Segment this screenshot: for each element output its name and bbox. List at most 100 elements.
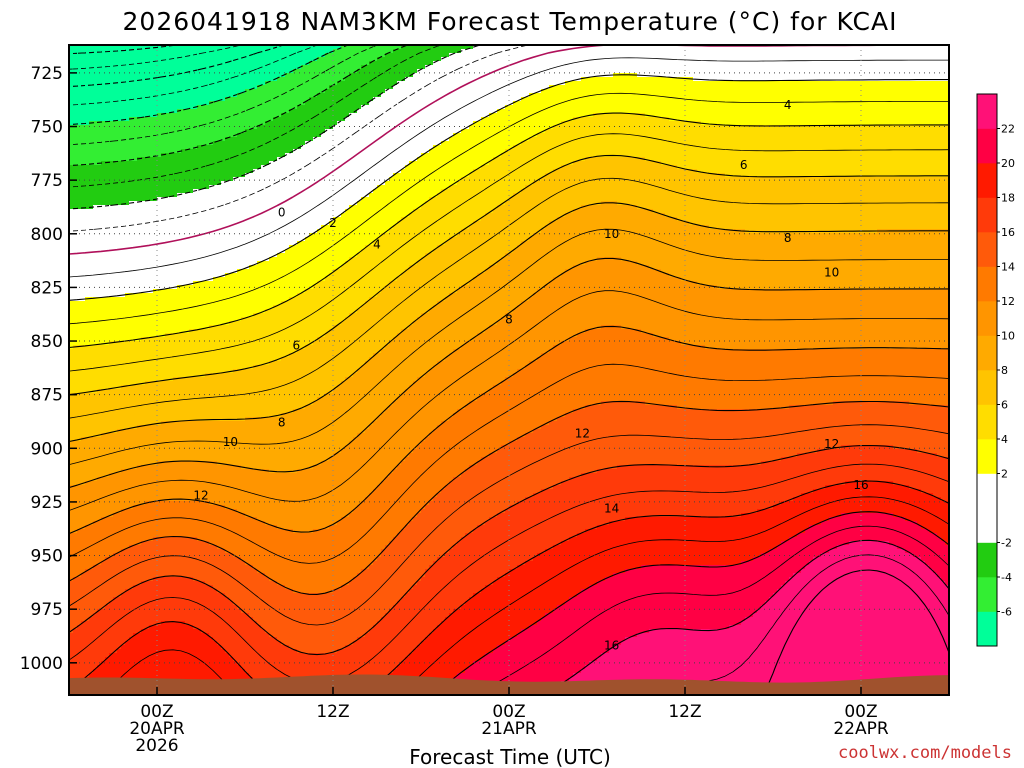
temperature-cell [829, 53, 834, 58]
temperature-cell [701, 113, 706, 118]
temperature-cell [829, 65, 834, 70]
temperature-cell [81, 89, 86, 94]
temperature-cell [769, 65, 774, 70]
temperature-cell [73, 77, 78, 82]
temperature-cell [281, 85, 286, 90]
temperature-cell [413, 61, 418, 66]
temperature-cell [469, 65, 474, 70]
temperature-cell [757, 81, 762, 86]
temperature-cell [113, 133, 118, 138]
temperature-cell [269, 85, 274, 90]
temperature-cell [541, 73, 546, 78]
temperature-cell [941, 97, 946, 102]
temperature-cell [377, 97, 382, 102]
temperature-cell [745, 65, 750, 70]
temperature-cell [845, 97, 850, 102]
temperature-cell [161, 89, 166, 94]
temperature-cell [605, 101, 610, 106]
temperature-cell [765, 105, 770, 110]
temperature-cell [753, 93, 758, 98]
temperature-cell [729, 109, 734, 114]
temperature-cell [121, 93, 126, 98]
temperature-cell [465, 89, 470, 94]
temperature-cell [585, 81, 590, 86]
temperature-cell [333, 65, 338, 70]
temperature-cell [777, 105, 782, 110]
temperature-cell [225, 109, 230, 114]
temperature-cell [185, 77, 190, 82]
temperature-cell [801, 121, 806, 126]
temperature-cell [833, 65, 838, 70]
temperature-cell [881, 125, 886, 130]
temperature-cell [677, 125, 682, 130]
temperature-cell [489, 97, 494, 102]
temperature-cell [829, 129, 834, 134]
temperature-cell [557, 117, 562, 122]
temperature-cell [393, 109, 398, 114]
temperature-cell [213, 61, 218, 66]
temperature-cell [317, 65, 322, 70]
temperature-cell [929, 65, 934, 70]
temperature-cell [589, 129, 594, 134]
temperature-cell [677, 85, 682, 90]
temperature-cell [141, 121, 146, 126]
temperature-cell [209, 129, 214, 134]
temperature-cell [385, 113, 390, 118]
temperature-cell [637, 105, 642, 110]
temperature-cell [805, 129, 810, 134]
temperature-cell [89, 113, 94, 118]
temperature-cell [441, 61, 446, 66]
temperature-cell [409, 81, 414, 86]
temperature-cell [413, 85, 418, 90]
temperature-cell [577, 57, 582, 62]
temperature-cell [225, 49, 230, 54]
temperature-cell [617, 113, 622, 118]
temperature-cell [533, 85, 538, 90]
temperature-cell [241, 121, 246, 126]
temperature-cell [313, 53, 318, 58]
temperature-cell [693, 121, 698, 126]
temperature-cell [157, 85, 162, 90]
temperature-cell [541, 113, 546, 118]
temperature-cell [169, 117, 174, 122]
temperature-cell [221, 109, 226, 114]
temperature-cell [645, 85, 650, 90]
temperature-cell [737, 93, 742, 98]
temperature-cell [725, 81, 730, 86]
temperature-cell [429, 53, 434, 58]
temperature-cell [929, 53, 934, 58]
temperature-cell [457, 73, 462, 78]
temperature-cell [81, 61, 86, 66]
temperature-cell [917, 65, 922, 70]
temperature-cell [597, 77, 602, 82]
temperature-cell [909, 85, 914, 90]
temperature-cell [201, 113, 206, 118]
temperature-cell [581, 81, 586, 86]
temperature-cell [917, 105, 922, 110]
temperature-cell [165, 101, 170, 106]
temperature-cell [445, 125, 450, 130]
temperature-cell [349, 77, 354, 82]
temperature-cell [421, 101, 426, 106]
temperature-cell [497, 73, 502, 78]
temperature-cell [125, 49, 130, 54]
temperature-cell [537, 65, 542, 70]
temperature-cell [669, 85, 674, 90]
temperature-cell [773, 129, 778, 134]
temperature-cell [413, 105, 418, 110]
temperature-cell [669, 61, 674, 66]
temperature-cell [449, 97, 454, 102]
temperature-cell [917, 89, 922, 94]
temperature-cell [237, 101, 242, 106]
temperature-cell [489, 125, 494, 130]
temperature-cell [301, 125, 306, 130]
temperature-cell [101, 101, 106, 106]
temperature-cell [893, 109, 898, 114]
temperature-cell [237, 53, 242, 58]
temperature-cell [725, 69, 730, 74]
temperature-cell [177, 105, 182, 110]
temperature-cell [105, 69, 110, 74]
temperature-cell [621, 129, 626, 134]
temperature-cell [621, 89, 626, 94]
temperature-cell [633, 85, 638, 90]
